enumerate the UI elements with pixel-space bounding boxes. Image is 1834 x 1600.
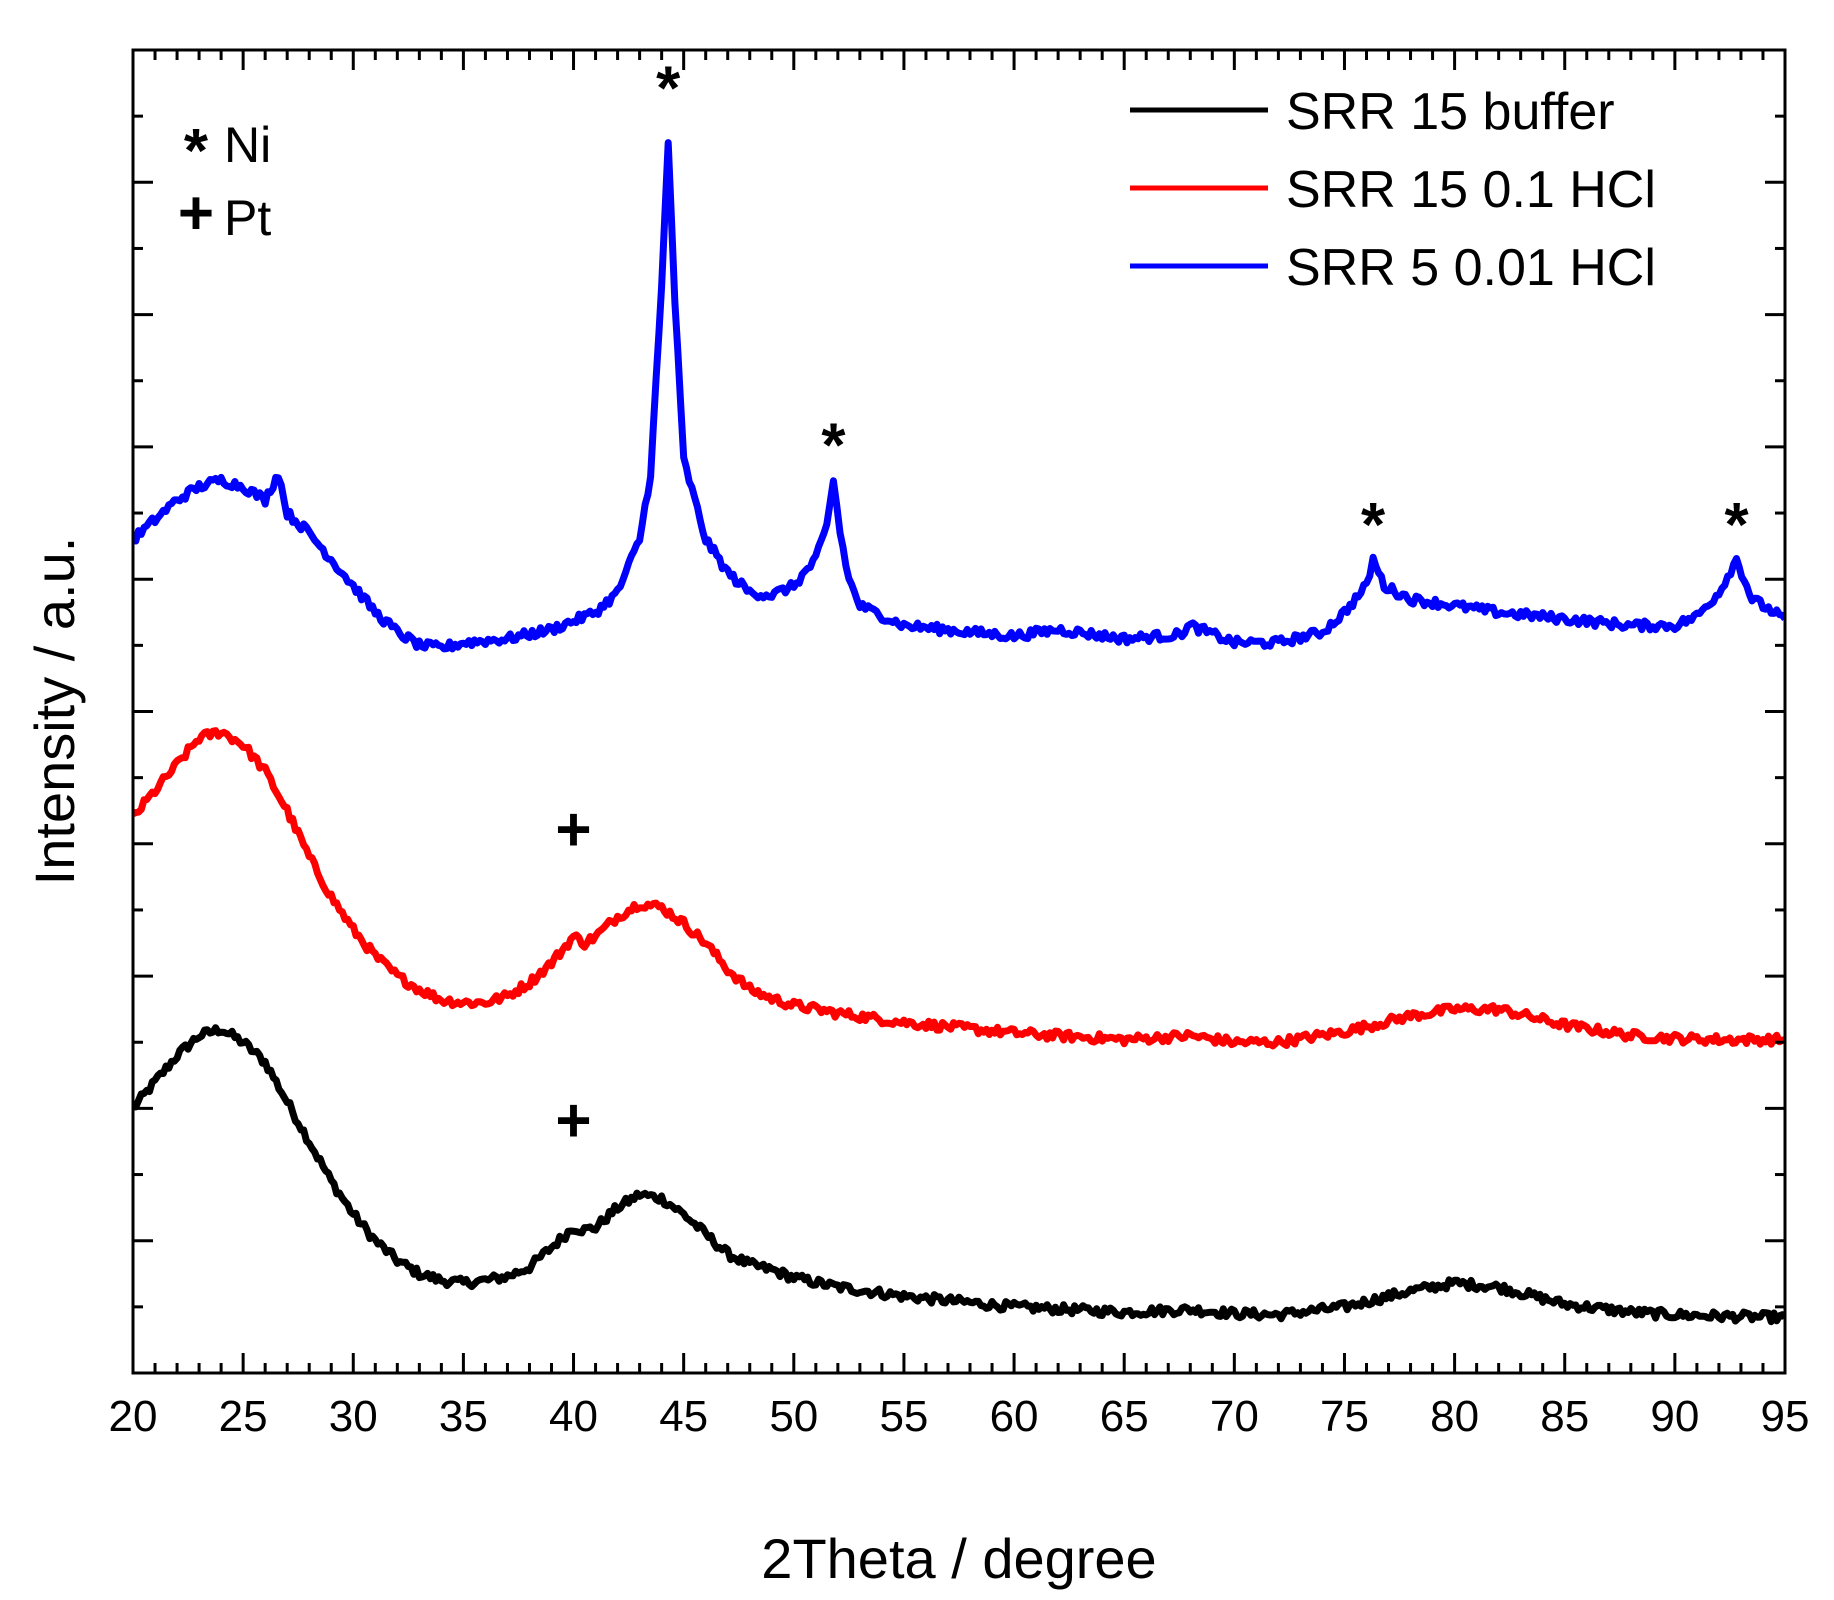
series-line-1 <box>133 727 1785 1050</box>
marker-key: * Ni + Pt <box>178 117 271 248</box>
x-tick-label: 30 <box>329 1392 378 1441</box>
x-tick-label: 85 <box>1540 1392 1589 1441</box>
x-tick-label: 35 <box>439 1392 488 1441</box>
x-tick-label: 20 <box>109 1392 158 1441</box>
pt-key-symbol: + <box>178 179 214 248</box>
pt-key-label: Pt <box>224 190 271 246</box>
pt-peak-marker: + <box>555 1086 591 1155</box>
x-tick-label: 40 <box>549 1392 598 1441</box>
series-line-0 <box>133 1024 1785 1326</box>
legend: SRR 15 buffer SRR 15 0.1 HCl SRR 5 0.01 … <box>1130 83 1656 297</box>
pt-peak-marker: + <box>555 795 591 864</box>
ni-key-symbol: * <box>184 117 209 186</box>
x-tick-label: 50 <box>769 1392 818 1441</box>
ni-key-label: Ni <box>224 117 271 173</box>
x-tick-label: 95 <box>1761 1392 1810 1441</box>
axis-ticks <box>131 48 1787 1375</box>
x-tick-label: 90 <box>1650 1392 1699 1441</box>
x-tick-label: 25 <box>219 1392 268 1441</box>
x-tick-label: 80 <box>1430 1392 1479 1441</box>
x-tick-label: 75 <box>1320 1392 1369 1441</box>
ni-peak-marker: * <box>1724 491 1749 560</box>
series-layer <box>133 139 1785 1326</box>
x-tick-label: 60 <box>990 1392 1039 1441</box>
legend-label-0-1-hcl: SRR 15 0.1 HCl <box>1286 161 1656 219</box>
ni-peak-marker: * <box>656 55 681 124</box>
y-axis-title: Intensity / a.u. <box>23 537 86 886</box>
ni-peak-marker: * <box>821 412 846 481</box>
x-tick-label: 55 <box>879 1392 928 1441</box>
x-tick-labels: 20 25 30 35 40 45 50 55 60 65 70 75 80 85 90 95 <box>109 1392 1810 1441</box>
x-axis-title: 2Theta / degree <box>761 1527 1156 1590</box>
x-tick-label: 45 <box>659 1392 708 1441</box>
peak-markers: * * * * + + <box>555 55 1749 1156</box>
x-tick-label: 70 <box>1210 1392 1259 1441</box>
x-tick-label: 65 <box>1100 1392 1149 1441</box>
ni-peak-marker: * <box>1361 491 1386 560</box>
legend-label-0-01-hcl: SRR 5 0.01 HCl <box>1286 239 1656 297</box>
legend-label-buffer: SRR 15 buffer <box>1286 83 1615 141</box>
series-line-2 <box>133 139 1785 653</box>
